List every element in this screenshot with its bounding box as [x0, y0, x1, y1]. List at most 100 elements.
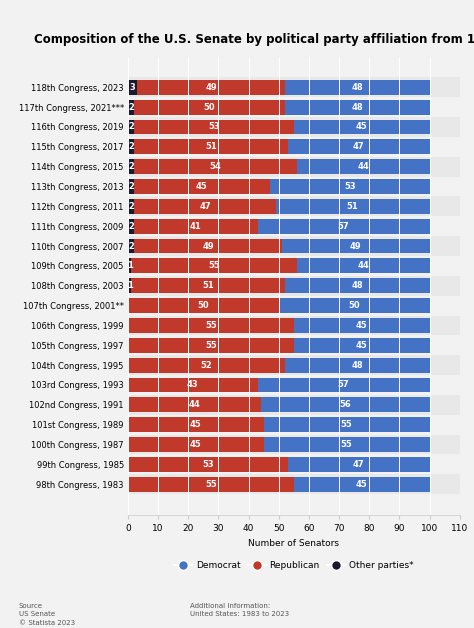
- Text: 49: 49: [350, 242, 362, 251]
- Bar: [134, 100, 285, 114]
- Text: 55: 55: [208, 261, 220, 271]
- Bar: [264, 417, 429, 432]
- Bar: [128, 298, 279, 313]
- Text: 2: 2: [128, 122, 134, 131]
- Bar: [297, 160, 429, 174]
- Text: Additional Information:
United States: 1983 to 2023: Additional Information: United States: 1…: [190, 603, 289, 617]
- Text: 45: 45: [356, 122, 368, 131]
- Text: 2: 2: [128, 162, 134, 171]
- Bar: [128, 355, 460, 375]
- Text: 53: 53: [202, 460, 214, 469]
- Text: 2: 2: [128, 242, 134, 251]
- Bar: [128, 157, 460, 176]
- Bar: [134, 179, 270, 194]
- Text: Source
US Senate
© Statista 2023: Source US Senate © Statista 2023: [19, 603, 75, 626]
- Bar: [285, 80, 429, 95]
- Bar: [128, 417, 264, 432]
- Bar: [128, 236, 460, 256]
- Bar: [261, 398, 429, 412]
- Text: 2: 2: [128, 222, 134, 230]
- Text: 55: 55: [205, 321, 217, 330]
- Text: 51: 51: [347, 202, 358, 211]
- Bar: [128, 100, 134, 114]
- Text: 1: 1: [127, 261, 132, 271]
- Bar: [128, 474, 460, 494]
- Bar: [128, 80, 137, 95]
- Bar: [285, 358, 429, 372]
- Bar: [134, 119, 294, 134]
- Bar: [128, 375, 460, 395]
- Bar: [128, 315, 460, 335]
- Text: 51: 51: [202, 281, 214, 290]
- Bar: [134, 219, 258, 234]
- Bar: [128, 119, 134, 134]
- Text: 45: 45: [196, 182, 208, 191]
- Text: 45: 45: [356, 480, 368, 489]
- Text: 47: 47: [199, 202, 211, 211]
- Bar: [128, 239, 134, 254]
- X-axis label: Number of Senators: Number of Senators: [248, 539, 339, 548]
- Text: 48: 48: [351, 281, 363, 290]
- Bar: [128, 179, 134, 194]
- Bar: [131, 278, 285, 293]
- Bar: [128, 395, 460, 414]
- Bar: [258, 377, 429, 392]
- Text: 45: 45: [190, 440, 202, 449]
- Bar: [297, 259, 429, 273]
- Text: 54: 54: [210, 162, 221, 171]
- Title: Composition of the U.S. Senate by political party affiliation from 1983 to 2023: Composition of the U.S. Senate by politi…: [34, 33, 474, 46]
- Legend: Democrat, Republican, Other parties*: Democrat, Republican, Other parties*: [170, 556, 418, 574]
- Bar: [294, 318, 429, 333]
- Bar: [134, 199, 276, 214]
- Bar: [285, 100, 429, 114]
- Bar: [294, 338, 429, 353]
- Bar: [128, 437, 264, 452]
- Text: 45: 45: [356, 321, 368, 330]
- Bar: [128, 199, 134, 214]
- Text: 41: 41: [190, 222, 202, 230]
- Bar: [128, 97, 460, 117]
- Text: 49: 49: [202, 242, 214, 251]
- Text: 50: 50: [204, 102, 215, 112]
- Text: 1: 1: [127, 281, 132, 290]
- Text: 57: 57: [338, 222, 349, 230]
- Text: 55: 55: [341, 440, 353, 449]
- Text: 55: 55: [205, 341, 217, 350]
- Text: 53: 53: [344, 182, 356, 191]
- Bar: [134, 239, 282, 254]
- Bar: [128, 176, 460, 197]
- Text: 48: 48: [351, 83, 363, 92]
- Bar: [128, 259, 131, 273]
- Bar: [128, 377, 258, 392]
- Text: 2: 2: [128, 102, 134, 112]
- Bar: [128, 457, 288, 472]
- Text: 44: 44: [189, 400, 200, 409]
- Bar: [128, 477, 294, 492]
- Bar: [294, 477, 429, 492]
- Bar: [270, 179, 429, 194]
- Text: 51: 51: [205, 143, 217, 151]
- Bar: [134, 160, 297, 174]
- Text: 2: 2: [128, 202, 134, 211]
- Text: 55: 55: [205, 480, 217, 489]
- Text: 47: 47: [353, 143, 365, 151]
- Bar: [258, 219, 429, 234]
- Bar: [137, 80, 285, 95]
- Text: 57: 57: [338, 381, 349, 389]
- Bar: [128, 139, 134, 154]
- Text: 53: 53: [208, 122, 220, 131]
- Bar: [128, 256, 460, 276]
- Bar: [128, 137, 460, 157]
- Text: 44: 44: [357, 261, 369, 271]
- Text: 45: 45: [356, 341, 368, 350]
- Text: 43: 43: [187, 381, 199, 389]
- Bar: [285, 278, 429, 293]
- Text: 2: 2: [128, 182, 134, 191]
- Bar: [128, 414, 460, 435]
- Text: 50: 50: [198, 301, 209, 310]
- Bar: [128, 358, 285, 372]
- Bar: [128, 219, 134, 234]
- Bar: [294, 119, 429, 134]
- Bar: [264, 437, 429, 452]
- Bar: [134, 139, 288, 154]
